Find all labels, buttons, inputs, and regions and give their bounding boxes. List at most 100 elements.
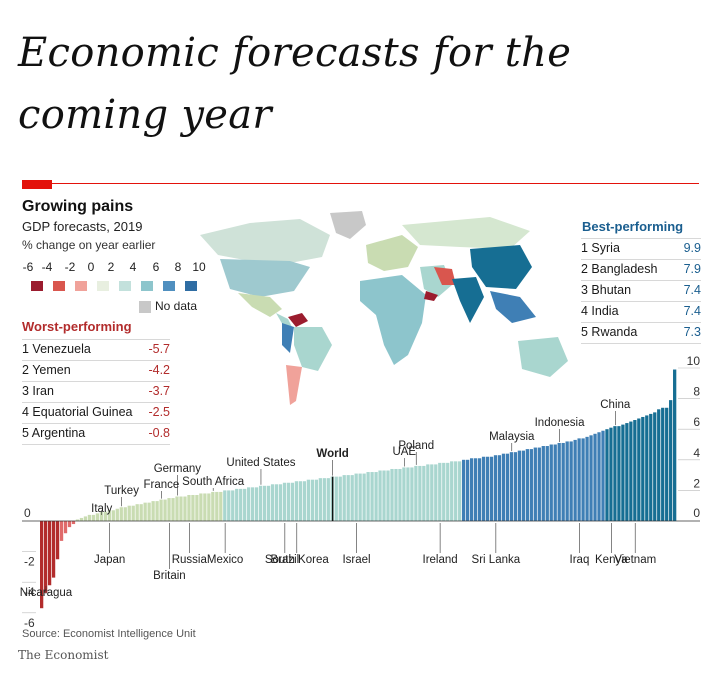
bar — [342, 475, 346, 521]
bar — [127, 505, 131, 521]
bar — [585, 436, 589, 521]
best-value: 7.3 — [683, 325, 701, 339]
bar — [163, 499, 167, 521]
bar — [649, 413, 653, 521]
bar — [477, 458, 482, 521]
map-se-asia — [490, 291, 536, 323]
worst-row: 5 Argentina -0.8 — [22, 424, 170, 445]
country-label-above: Germany — [154, 463, 202, 475]
map-colombia-peru — [282, 323, 294, 353]
country-label-below: Britain — [153, 570, 186, 582]
best-row: 5 Rwanda 7.3 — [581, 323, 701, 344]
bar — [469, 458, 474, 521]
bar — [406, 467, 410, 521]
bar — [378, 470, 382, 521]
legend-tick: 4 — [129, 260, 137, 274]
y-tick-label: 0 — [693, 506, 700, 520]
bar — [410, 467, 414, 521]
best-name: 1 Syria — [581, 241, 620, 255]
bar — [473, 458, 478, 521]
worst-row: 2 Yemen -4.2 — [22, 361, 170, 382]
y-tick-label: 4 — [693, 446, 700, 460]
country-label-below: Mexico — [207, 554, 243, 566]
map-russia — [402, 217, 530, 249]
axis-group: -6 -4 -2 0 0 2 4 6 8 10 — [22, 355, 700, 630]
bar — [111, 510, 115, 521]
legend-swatch — [97, 281, 109, 291]
best-name: 4 India — [581, 304, 619, 318]
bar — [593, 433, 597, 521]
bar — [115, 508, 119, 521]
legend-tick: -2 — [64, 260, 76, 274]
bar — [67, 521, 72, 528]
country-label-below: Vietnam — [614, 554, 656, 566]
worst-value: -0.8 — [148, 426, 170, 440]
country-label-above: Italy — [91, 503, 112, 515]
bar — [481, 456, 486, 521]
bar — [235, 488, 239, 521]
legend-tick: -6 — [22, 260, 34, 274]
y-tick-label: -4 — [24, 585, 35, 599]
bar — [402, 467, 406, 521]
bar — [159, 499, 163, 521]
worst-name: 3 Iran — [22, 384, 54, 398]
bar — [597, 432, 601, 521]
best-value: 7.4 — [683, 304, 701, 318]
country-label-below: Iraq — [570, 554, 590, 566]
bar — [426, 464, 430, 521]
bar — [521, 450, 526, 521]
bar — [501, 453, 506, 521]
map-argentina — [286, 365, 302, 405]
bar — [247, 487, 251, 521]
bar — [310, 479, 315, 521]
bar — [657, 409, 661, 521]
map-greenland — [330, 211, 366, 239]
bar — [617, 426, 621, 521]
bar — [302, 481, 307, 521]
best-value: 7.4 — [683, 283, 701, 297]
best-value: 7.9 — [683, 262, 701, 276]
y-tick-label: 2 — [693, 476, 700, 490]
bar — [191, 494, 195, 521]
bars-group — [40, 369, 677, 609]
bar — [119, 507, 123, 521]
bar — [362, 473, 366, 521]
world-map — [200, 211, 568, 405]
bar — [318, 478, 322, 521]
bar — [462, 459, 466, 521]
no-data-swatch — [139, 301, 151, 313]
bar — [601, 430, 605, 521]
legend-tick: 0 — [87, 260, 95, 274]
bar — [231, 490, 235, 521]
bar — [211, 491, 215, 521]
country-label-below: Brazil — [270, 554, 299, 566]
bar — [151, 501, 155, 521]
y-tick-label: -6 — [24, 616, 35, 630]
country-label-below: Sri Lanka — [472, 554, 521, 566]
map-australia — [518, 337, 568, 377]
worst-value: -5.7 — [148, 342, 170, 356]
bar — [581, 438, 585, 521]
bar — [350, 475, 354, 521]
best-row: 2 Bangladesh 7.9 — [581, 260, 701, 281]
bar — [629, 421, 633, 521]
map-africa — [360, 275, 426, 365]
map-canada — [200, 219, 330, 263]
bar — [358, 473, 362, 521]
bar — [665, 407, 669, 521]
bar — [87, 514, 92, 521]
bar — [561, 442, 565, 521]
bar — [366, 472, 370, 521]
bar — [513, 452, 518, 521]
worst-row: 4 Equatorial Guinea -2.5 — [22, 403, 170, 424]
bar — [139, 504, 143, 521]
y-tick-label: 0 — [24, 506, 31, 520]
country-label-above: World — [316, 448, 348, 460]
bar — [306, 479, 311, 521]
map-mexico — [238, 293, 282, 317]
bar — [525, 449, 529, 521]
bar — [625, 423, 629, 521]
best-name: 2 Bangladesh — [581, 262, 658, 276]
bar — [298, 481, 303, 521]
